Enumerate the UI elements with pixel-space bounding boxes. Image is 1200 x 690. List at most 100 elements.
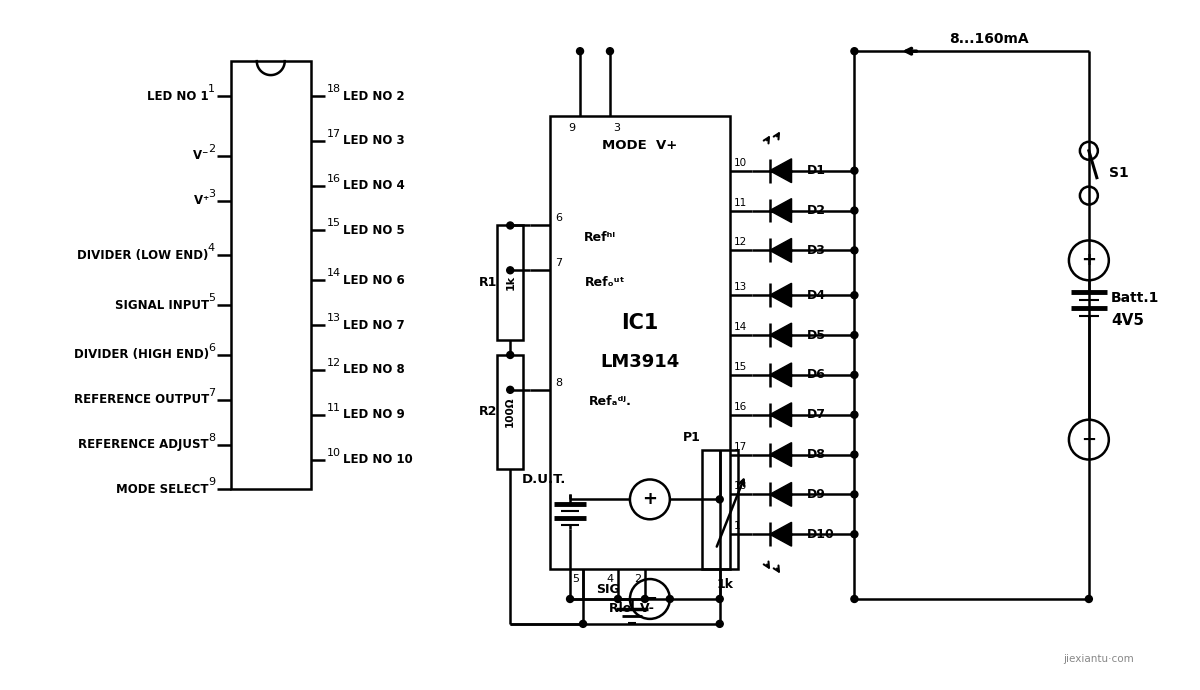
Text: LED NO 3: LED NO 3: [342, 135, 404, 148]
Polygon shape: [769, 199, 792, 222]
Text: LED NO 4: LED NO 4: [342, 179, 404, 192]
Text: LED NO 9: LED NO 9: [342, 408, 404, 421]
Text: REFERENCE ADJUST: REFERENCE ADJUST: [78, 438, 212, 451]
Text: 9: 9: [208, 477, 215, 487]
Circle shape: [576, 48, 583, 55]
Circle shape: [666, 595, 673, 602]
Text: 8...160mA: 8...160mA: [949, 32, 1028, 46]
Text: 4V5: 4V5: [1111, 313, 1144, 328]
Text: 15: 15: [733, 362, 746, 372]
Text: 16: 16: [733, 402, 746, 412]
Text: D7: D7: [806, 408, 826, 421]
Text: DIVIDER (HIGH END): DIVIDER (HIGH END): [73, 348, 212, 362]
Text: Batt.1: Batt.1: [1111, 291, 1159, 305]
Text: 7: 7: [556, 258, 563, 268]
Circle shape: [851, 595, 858, 602]
Text: D9: D9: [806, 488, 826, 501]
Text: LED NO 2: LED NO 2: [342, 90, 404, 103]
Text: D4: D4: [806, 288, 826, 302]
Polygon shape: [769, 363, 792, 387]
Polygon shape: [769, 159, 792, 183]
Text: V⁻: V⁻: [193, 149, 212, 162]
Polygon shape: [769, 522, 792, 546]
Text: SIGNAL INPUT: SIGNAL INPUT: [115, 299, 212, 312]
Text: 12: 12: [326, 358, 341, 368]
Text: P1: P1: [683, 431, 701, 444]
Circle shape: [851, 247, 858, 254]
Text: 12: 12: [733, 237, 746, 248]
Text: D8: D8: [806, 448, 826, 461]
Circle shape: [851, 332, 858, 339]
Text: −: −: [1081, 431, 1097, 448]
Text: 8: 8: [208, 433, 215, 442]
Circle shape: [506, 267, 514, 274]
Circle shape: [851, 207, 858, 214]
Circle shape: [716, 620, 724, 627]
Polygon shape: [769, 323, 792, 347]
Text: LED NO 5: LED NO 5: [342, 224, 404, 237]
Circle shape: [851, 411, 858, 418]
Text: Rlo  V-: Rlo V-: [608, 602, 654, 615]
Bar: [497, 226, 523, 340]
Text: DIVIDER (LOW END): DIVIDER (LOW END): [77, 249, 212, 262]
Text: Refʰᴵ: Refʰᴵ: [584, 231, 616, 244]
Text: D5: D5: [806, 328, 826, 342]
Text: D1: D1: [806, 164, 826, 177]
Circle shape: [606, 48, 613, 55]
Circle shape: [580, 620, 587, 627]
Text: 2: 2: [208, 144, 215, 154]
Text: 5: 5: [208, 293, 215, 303]
Polygon shape: [769, 239, 792, 262]
Text: D10: D10: [806, 528, 834, 541]
Text: 10: 10: [326, 448, 341, 457]
Text: 18: 18: [326, 84, 341, 94]
Bar: [550, 116, 730, 569]
Text: D3: D3: [806, 244, 826, 257]
Text: MODE  V+: MODE V+: [602, 139, 678, 152]
Text: 3: 3: [613, 123, 620, 133]
Text: R1: R1: [479, 276, 498, 288]
Text: 1: 1: [733, 521, 740, 531]
Text: D2: D2: [806, 204, 826, 217]
Text: 14: 14: [733, 322, 746, 332]
Text: 14: 14: [326, 268, 341, 278]
Text: D.U.T.: D.U.T.: [522, 473, 566, 486]
Circle shape: [851, 292, 858, 299]
Text: R2: R2: [479, 405, 498, 418]
Text: 100Ω: 100Ω: [505, 397, 515, 427]
Text: jiexiantu·com: jiexiantu·com: [1063, 653, 1134, 664]
Circle shape: [851, 451, 858, 458]
Text: D6: D6: [806, 368, 826, 382]
Text: LED NO 8: LED NO 8: [342, 364, 404, 377]
Polygon shape: [769, 403, 792, 426]
Circle shape: [1085, 595, 1092, 602]
Text: 7: 7: [208, 388, 215, 398]
Text: −: −: [642, 590, 658, 608]
Text: LED NO 1: LED NO 1: [148, 90, 212, 103]
Text: 6: 6: [556, 213, 562, 224]
Circle shape: [716, 496, 724, 503]
Text: 1: 1: [208, 84, 215, 94]
Text: +: +: [1081, 251, 1097, 269]
Text: 1k: 1k: [716, 578, 733, 591]
Circle shape: [566, 595, 574, 602]
Circle shape: [851, 531, 858, 538]
Circle shape: [506, 386, 514, 393]
Text: 9: 9: [568, 123, 575, 133]
Text: LED NO 10: LED NO 10: [342, 453, 413, 466]
Polygon shape: [769, 482, 792, 506]
Text: 18: 18: [733, 482, 746, 491]
Circle shape: [851, 167, 858, 174]
Text: S1: S1: [1109, 166, 1128, 179]
Text: IC1: IC1: [622, 313, 659, 333]
Text: Refₐᵈʲ.: Refₐᵈʲ.: [588, 395, 631, 408]
Circle shape: [851, 491, 858, 498]
Text: 17: 17: [733, 442, 746, 451]
Polygon shape: [769, 442, 792, 466]
Text: MODE SELECT: MODE SELECT: [116, 483, 212, 496]
Text: LM3914: LM3914: [600, 353, 679, 371]
Circle shape: [614, 595, 622, 602]
Bar: [702, 450, 738, 569]
Circle shape: [642, 595, 648, 602]
Text: 3: 3: [208, 188, 215, 199]
